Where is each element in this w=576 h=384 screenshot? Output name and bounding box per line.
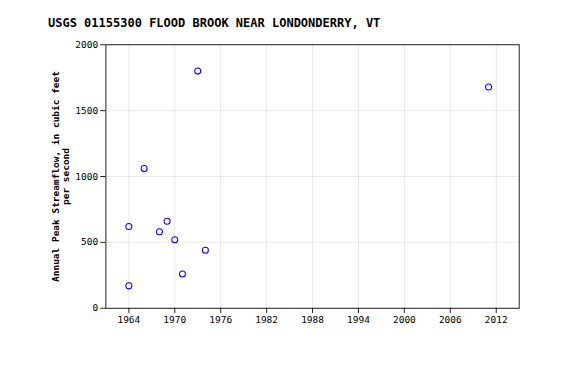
svg-text:0: 0 (92, 302, 98, 313)
svg-text:1500: 1500 (75, 105, 98, 116)
svg-text:2006: 2006 (439, 314, 462, 325)
svg-text:1970: 1970 (163, 314, 186, 325)
svg-text:1000: 1000 (75, 171, 98, 182)
svg-text:500: 500 (81, 236, 98, 247)
svg-text:2012: 2012 (485, 314, 508, 325)
svg-text:2000: 2000 (393, 314, 416, 325)
svg-text:1994: 1994 (347, 314, 370, 325)
svg-text:1988: 1988 (301, 314, 324, 325)
svg-text:1982: 1982 (255, 314, 278, 325)
svg-text:2000: 2000 (75, 39, 98, 50)
svg-text:Annual Peak Streamflow, in cub: Annual Peak Streamflow, in cubic feetper… (50, 71, 70, 282)
svg-text:1964: 1964 (117, 314, 140, 325)
svg-text:1976: 1976 (209, 314, 232, 325)
html-text:USGS 01155300 FLOOD BROOK NEAR: USGS 01155300 FLOOD BROOK NEAR LONDONDER… (48, 16, 381, 30)
